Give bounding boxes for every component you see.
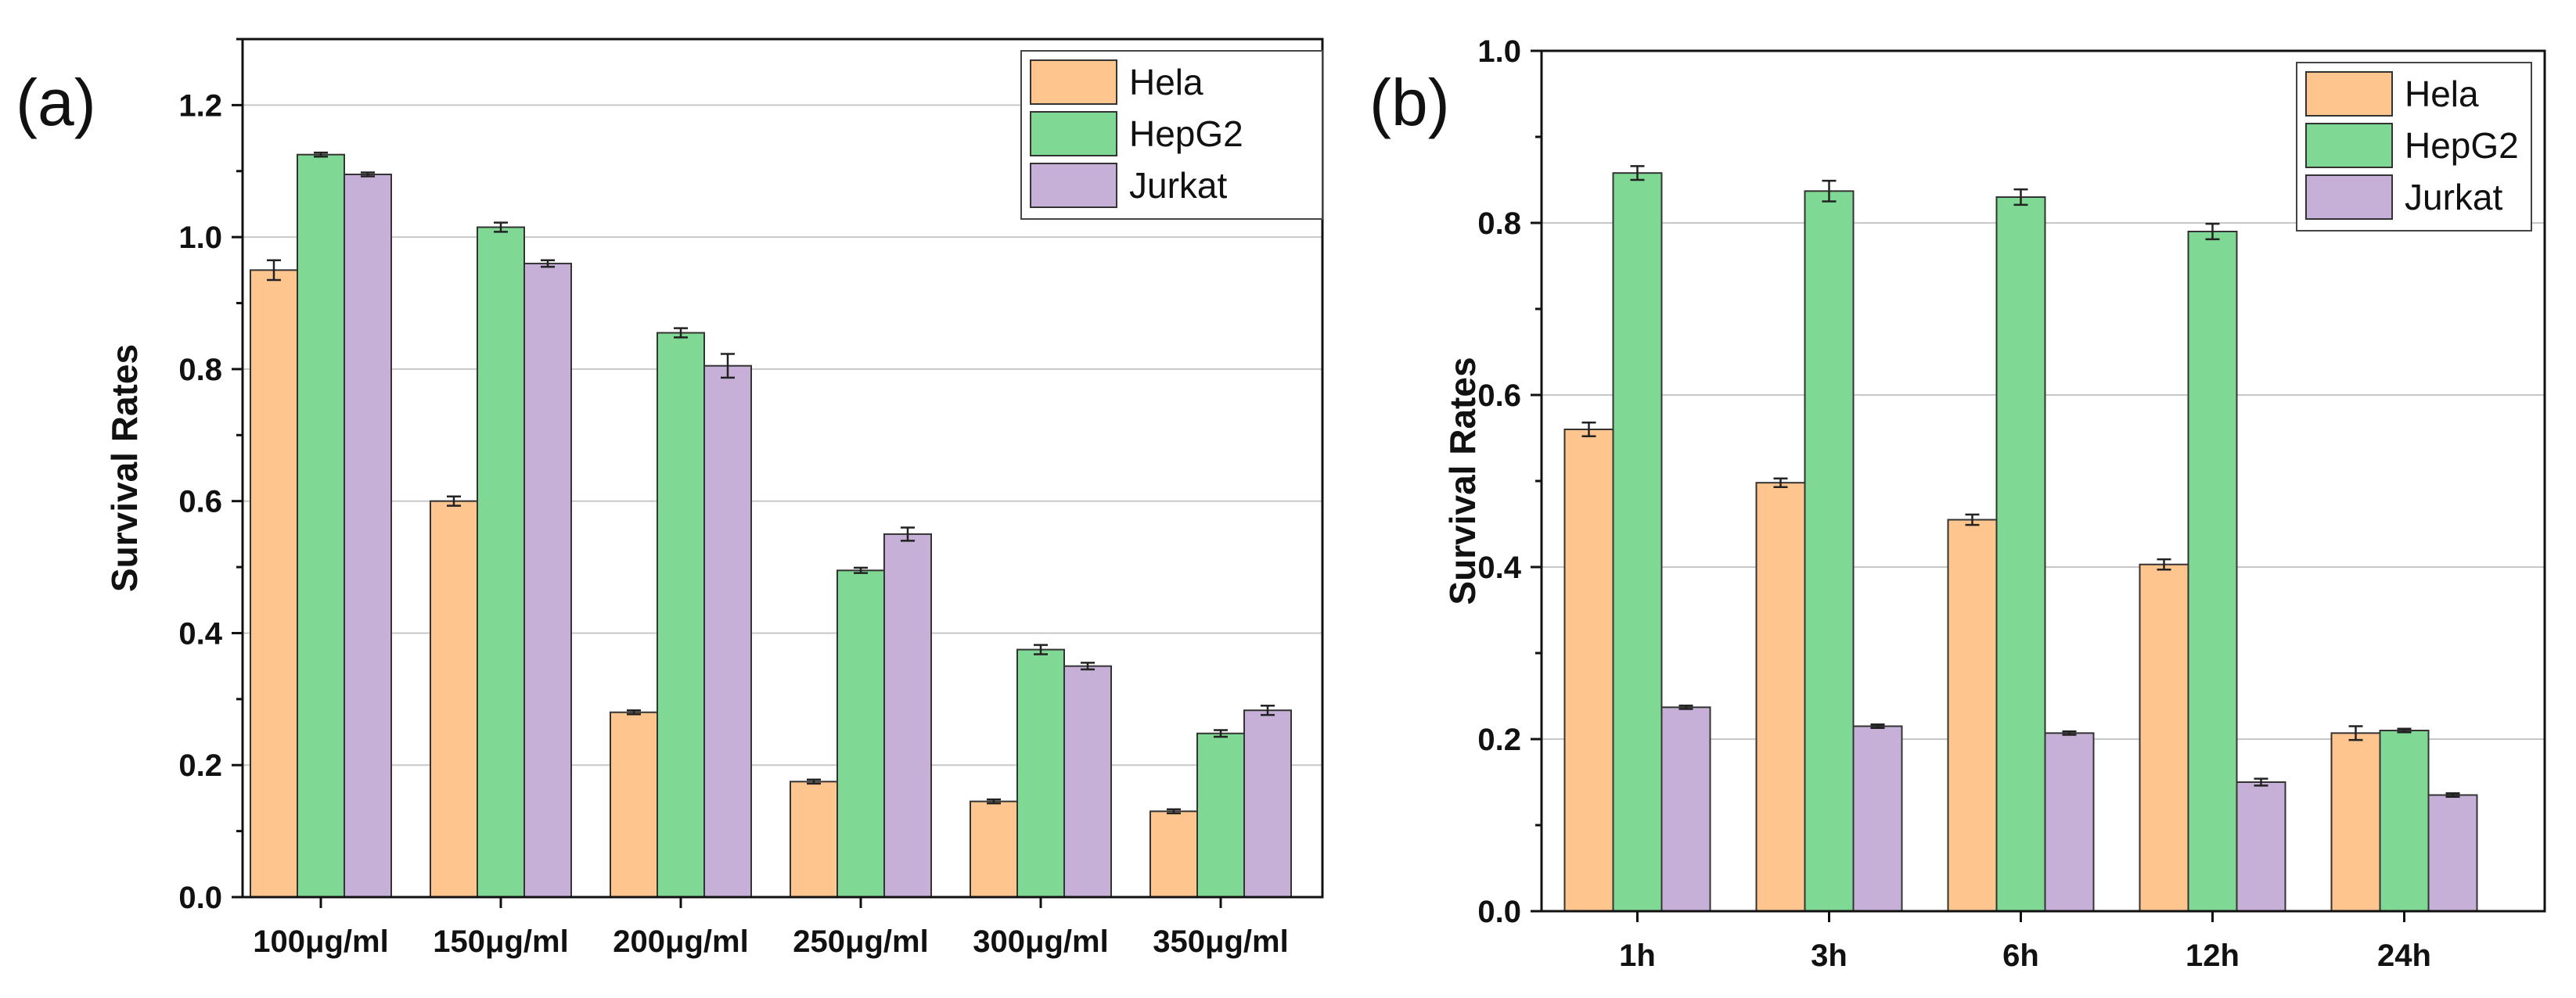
legend-label-hela: Hela (1129, 62, 1203, 102)
legend-label-hela: Hela (2405, 74, 2479, 114)
x-tick-label: 24h (2377, 939, 2431, 973)
bar-hepg2-3 (836, 569, 885, 898)
bar-jurkat-3 (2236, 781, 2286, 912)
bar-hepg2-0 (297, 153, 345, 898)
bar-hepg2-2 (1995, 196, 2046, 912)
legend-swatch-hela (2305, 71, 2393, 117)
bar-hepg2-4 (2379, 730, 2430, 912)
legend: Hela HepG2 Jurkat (2296, 62, 2532, 232)
legend-swatch-jurkat (2305, 174, 2393, 220)
bar-hela-4 (970, 800, 1018, 899)
plot-frame (241, 38, 1324, 899)
bar-hepg2-1 (1804, 190, 1855, 913)
chart-panel-b: 0.0 0.2 0.4 0.6 0.8 1.0 1h 3h 6h 12h 24h Survival R… (1369, 34, 2546, 973)
bar-hela-2 (610, 711, 658, 898)
bar-jurkat-3 (883, 533, 932, 899)
bar-hepg2-3 (2187, 231, 2238, 912)
y-tick-label: 0.2 (178, 748, 222, 783)
bar-hela-0 (1563, 429, 1614, 912)
legend-swatch-hepg2 (1030, 111, 1117, 156)
x-tick-label: 1h (1619, 939, 1656, 973)
bar-hepg2-1 (477, 226, 525, 898)
bar-jurkat-2 (2044, 732, 2095, 912)
y-axis-title: Survival Rates (1442, 357, 1483, 605)
y-tick-label: 0.6 (178, 485, 222, 519)
bar-hela-1 (430, 500, 478, 898)
bar-jurkat-1 (1852, 725, 1903, 912)
x-tick-label: 200μg/ml (613, 924, 748, 959)
x-tick-label: 150μg/ml (433, 924, 568, 959)
bar-jurkat-1 (523, 262, 572, 898)
bar-hela-3 (2139, 563, 2189, 912)
y-tick-label: 0.8 (1477, 206, 1521, 241)
bar-jurkat-4 (2427, 794, 2478, 912)
y-tick-label: 1.0 (1477, 34, 1521, 69)
legend-label-jurkat: Jurkat (1129, 165, 1227, 206)
legend-label-hepg2: HepG2 (1129, 113, 1243, 154)
y-tick-label: 1.0 (178, 221, 222, 255)
legend: Hela HepG2 Jurkat (1020, 50, 1323, 220)
x-tick-label: 100μg/ml (253, 924, 388, 959)
plot-frame (1540, 49, 2546, 913)
bar-hela-2 (1947, 519, 1998, 912)
y-tick-label: 0.0 (178, 881, 222, 915)
legend-swatch-hepg2 (2305, 123, 2393, 168)
bar-hela-0 (250, 269, 298, 899)
bar-hepg2-4 (1016, 648, 1065, 898)
bar-hela-3 (790, 781, 838, 898)
bar-hepg2-0 (1612, 172, 1663, 912)
bar-jurkat-0 (344, 173, 392, 898)
x-tick-label: 12h (2186, 939, 2240, 973)
bar-hela-5 (1149, 810, 1198, 899)
bar-jurkat-5 (1243, 709, 1292, 898)
bar-jurkat-0 (1660, 706, 1711, 912)
x-tick-label: 300μg/ml (973, 924, 1108, 959)
bar-hela-4 (2330, 732, 2381, 912)
x-tick-label: 350μg/ml (1153, 924, 1288, 959)
x-tick-label: 6h (2002, 939, 2039, 973)
bar-hepg2-5 (1196, 732, 1245, 898)
bar-jurkat-2 (703, 364, 752, 898)
y-tick-label: 1.2 (178, 88, 222, 123)
y-tick-label: 0.6 (1477, 379, 1521, 413)
y-tick-label: 0.4 (1477, 551, 1521, 585)
y-axis-title: Survival Rates (104, 344, 145, 592)
bar-jurkat-4 (1063, 665, 1112, 899)
panel-label: (b) (1369, 66, 1450, 139)
y-tick-label: 0.0 (1477, 895, 1521, 929)
panel-label: (a) (16, 66, 96, 139)
bar-hela-1 (1755, 482, 1806, 912)
x-tick-label: 250μg/ml (793, 924, 928, 959)
x-tick-label: 3h (1811, 939, 1847, 973)
legend-label-jurkat: Jurkat (2405, 177, 2502, 217)
y-tick-label: 0.4 (178, 616, 222, 651)
chart-panel-a: 0.0 0.2 0.4 0.6 0.8 1.0 1.2 100μg/ml 150μg/ml 200… (16, 38, 1324, 959)
legend-swatch-jurkat (1030, 163, 1117, 208)
y-tick-label: 0.2 (1477, 723, 1521, 757)
y-tick-label: 0.8 (178, 353, 222, 387)
legend-swatch-hela (1030, 59, 1117, 105)
legend-label-hepg2: HepG2 (2405, 125, 2519, 166)
bar-hepg2-2 (657, 332, 705, 898)
